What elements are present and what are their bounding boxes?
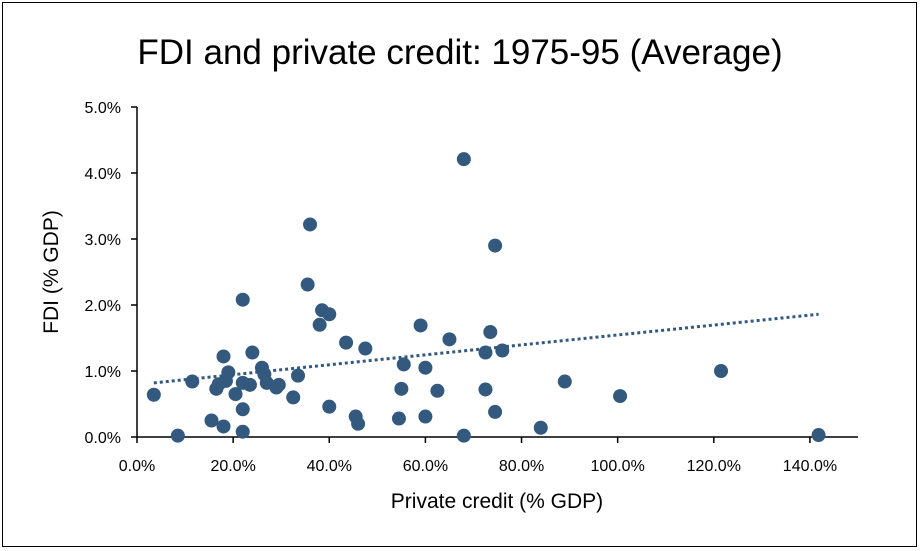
chart-title: FDI and private credit: 1975-95 (Average…	[137, 33, 782, 72]
data-point	[303, 217, 318, 232]
data-point	[811, 428, 826, 443]
y-axis-ticks: 0.0% 1.0% 2.0% 3.0% 4.0% 5.0%	[85, 100, 137, 447]
data-point	[488, 238, 503, 253]
axes	[136, 107, 858, 438]
y-tick-label: 4.0%	[85, 166, 121, 183]
data-point	[291, 368, 306, 383]
data-point	[478, 345, 493, 360]
data-point	[312, 317, 327, 332]
data-point	[216, 349, 231, 364]
data-point	[146, 387, 161, 402]
x-axis-ticks: 0.0% 20.0% 40.0% 60.0% 80.0% 100.0% 120.0% 140.…	[119, 437, 837, 475]
x-tick-label: 0.0%	[119, 458, 155, 475]
data-point	[339, 335, 354, 350]
data-point	[418, 409, 433, 424]
y-axis-label: FDI (% GDP)	[40, 210, 63, 334]
data-point	[245, 345, 260, 360]
x-tick-label: 20.0%	[210, 458, 255, 475]
x-tick-label: 80.0%	[499, 458, 544, 475]
data-point	[228, 387, 243, 402]
data-point	[322, 307, 337, 322]
data-point	[714, 364, 729, 378]
x-tick-label: 60.0%	[403, 458, 448, 475]
data-point	[456, 152, 471, 167]
y-tick-label: 1.0%	[85, 364, 121, 381]
data-point	[351, 416, 366, 431]
data-point	[216, 419, 231, 434]
data-point	[483, 325, 498, 340]
data-point	[557, 374, 572, 389]
y-tick-label: 2.0%	[85, 298, 121, 315]
data-point	[322, 399, 337, 414]
y-tick-label: 0.0%	[85, 430, 121, 447]
data-point	[286, 390, 301, 405]
x-tick-label: 120.0%	[687, 458, 741, 475]
data-point	[204, 413, 219, 428]
data-point	[495, 343, 510, 358]
data-point	[391, 411, 406, 426]
y-tick-label: 5.0%	[85, 100, 121, 117]
data-point	[430, 383, 445, 398]
data-point	[170, 428, 185, 443]
data-point	[221, 365, 236, 380]
data-point	[394, 381, 409, 396]
data-point	[413, 318, 428, 333]
data-point	[533, 420, 548, 435]
data-point	[442, 332, 457, 347]
data-point	[456, 428, 471, 443]
data-point	[185, 374, 200, 389]
data-point	[418, 360, 433, 375]
y-tick-label: 3.0%	[85, 232, 121, 249]
data-point	[488, 404, 503, 419]
data-point	[242, 377, 257, 392]
data-point	[271, 377, 286, 392]
data-point	[613, 389, 628, 404]
x-tick-label: 40.0%	[307, 458, 352, 475]
data-point	[358, 341, 373, 356]
data-point	[235, 424, 250, 439]
data-point	[300, 277, 315, 292]
x-tick-label: 140.0%	[783, 458, 837, 475]
x-axis-label: Private credit (% GDP)	[391, 490, 603, 513]
data-point	[235, 292, 250, 307]
data-point	[235, 402, 250, 417]
data-point	[396, 357, 411, 372]
data-points	[146, 152, 826, 443]
data-point	[478, 382, 493, 397]
x-tick-label: 100.0%	[591, 458, 645, 475]
